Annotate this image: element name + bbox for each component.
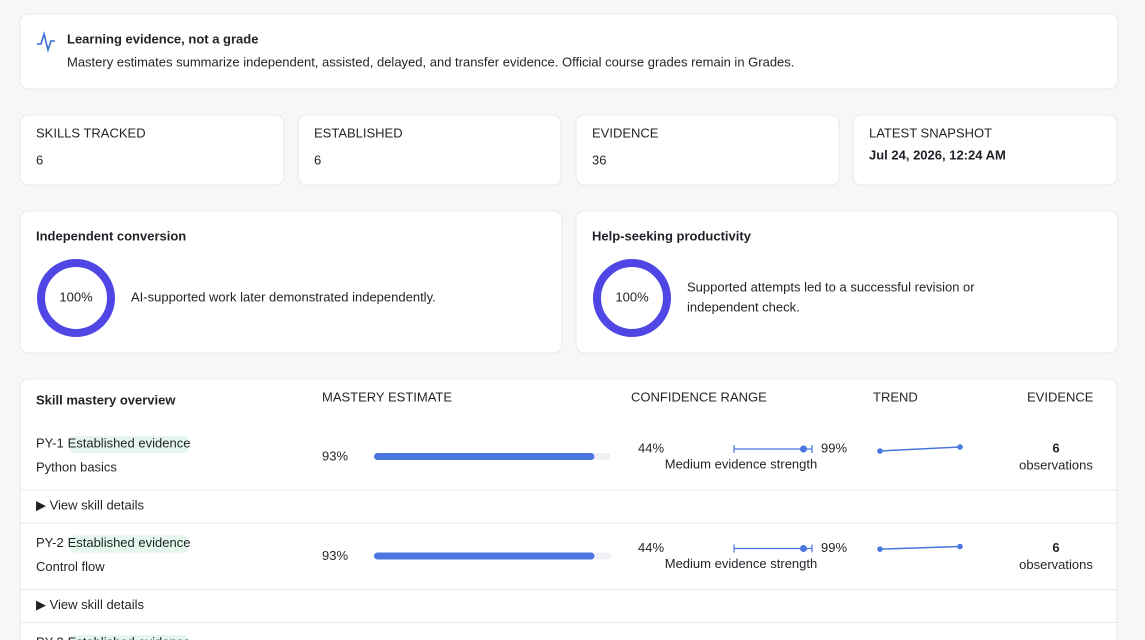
- metric-card: [575, 210, 1119, 354]
- details-toggle[interactable]: ▶ View skill details: [36, 497, 145, 512]
- stat-value: Jul 24, 2026, 12:24 AM: [869, 147, 1006, 162]
- stat-value: 6: [36, 152, 43, 167]
- banner-title: Learning evidence, not a grade: [67, 31, 258, 46]
- metric-description: independent check.: [687, 299, 800, 314]
- ring-label: 100%: [59, 289, 93, 304]
- metric-description: AI-supported work later demonstrated ind…: [131, 289, 436, 304]
- low-label: 44%: [638, 540, 664, 555]
- metric-card: [19, 210, 563, 354]
- skill-code: PY-3: [36, 634, 64, 640]
- stat-label: LATEST SNAPSHOT: [869, 125, 992, 140]
- mastery-bar: [374, 453, 595, 460]
- mastery-label: 93%: [322, 548, 348, 563]
- activity-icon: [37, 30, 55, 53]
- mastery-label: 93%: [322, 448, 348, 463]
- skill-code: PY-2: [36, 535, 64, 550]
- mastery-bar: [374, 552, 595, 560]
- high-label: 99%: [821, 440, 847, 455]
- trend-point: [877, 448, 883, 454]
- skill-name: Control flow: [36, 559, 105, 574]
- low-label: 44%: [638, 440, 664, 455]
- badge: Established evidence: [68, 435, 191, 450]
- badge-bg: [70, 436, 188, 453]
- trend-point: [957, 543, 963, 550]
- trend-line: [879, 446, 961, 452]
- estimate-dot: [799, 445, 807, 453]
- estimate-dot: [799, 545, 807, 552]
- table-card: [19, 378, 1118, 640]
- badge: Established evidence: [68, 634, 191, 640]
- stat-value: 6: [314, 152, 321, 167]
- skill-name: Python basics: [36, 459, 117, 474]
- banner-subtitle: Mastery estimates summarize independent,…: [67, 54, 794, 69]
- ring-progress: [37, 259, 115, 337]
- ring-label: 100%: [615, 289, 649, 304]
- column-header: TREND: [873, 389, 918, 404]
- evidence-count: 6: [1052, 440, 1059, 455]
- stat-label: SKILLS TRACKED: [36, 125, 146, 140]
- high-label: 99%: [821, 540, 847, 555]
- badge: Established evidence: [68, 535, 191, 550]
- stat-card: [575, 114, 840, 186]
- strength-label: Medium evidence strength: [665, 556, 817, 571]
- badge-bg: [70, 535, 188, 553]
- strength-label: Medium evidence strength: [665, 456, 817, 471]
- stat-card: [19, 114, 285, 186]
- stat-card: [297, 114, 562, 186]
- stat-value: 36: [592, 152, 606, 167]
- stat-label: EVIDENCE: [592, 125, 659, 140]
- metric-title: Independent conversion: [36, 228, 186, 243]
- column-header: EVIDENCE: [1027, 389, 1094, 404]
- evidence-unit: observations: [1019, 557, 1093, 572]
- ring-progress: [593, 259, 671, 337]
- evidence-unit: observations: [1019, 457, 1093, 472]
- badge-bg: [70, 635, 188, 640]
- table-title: Skill mastery overview: [36, 392, 176, 407]
- trend-point: [877, 546, 883, 552]
- metric-title: Help-seeking productivity: [592, 228, 752, 243]
- stat-card: [852, 114, 1118, 186]
- column-header: MASTERY ESTIMATE: [322, 389, 452, 404]
- stat-label: ESTABLISHED: [314, 125, 403, 140]
- evidence-count: 6: [1052, 540, 1059, 555]
- skill-code: PY-1: [36, 435, 64, 450]
- trend-line: [879, 545, 961, 550]
- banner-card: [19, 13, 1119, 90]
- details-toggle[interactable]: ▶ View skill details: [36, 597, 145, 612]
- metric-description: Supported attempts led to a successful r…: [687, 279, 975, 294]
- column-header: CONFIDENCE RANGE: [631, 389, 767, 404]
- trend-point: [957, 444, 963, 450]
